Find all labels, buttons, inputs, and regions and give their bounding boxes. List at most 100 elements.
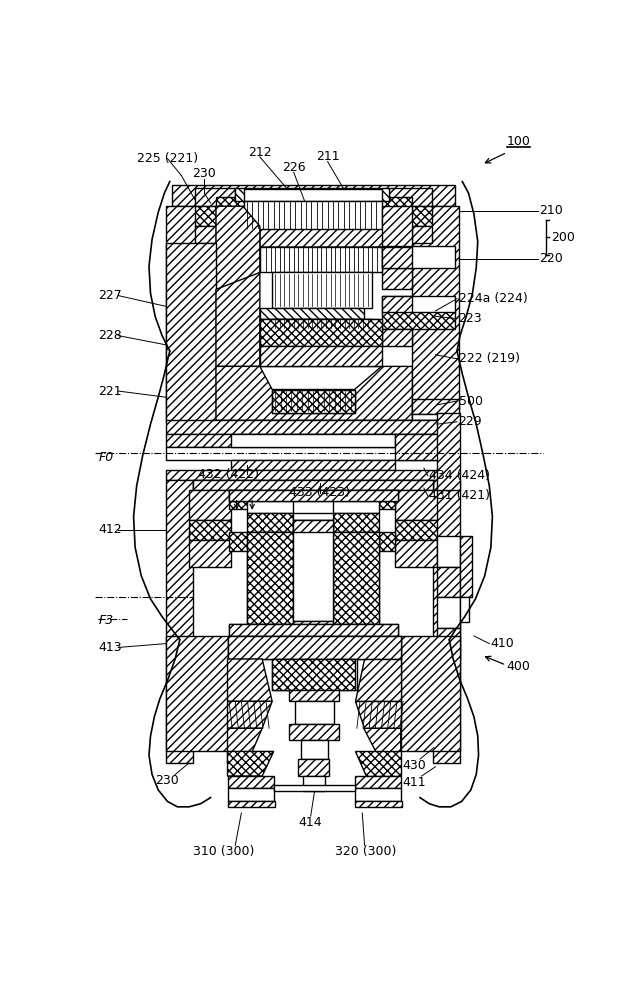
Text: 210: 210 bbox=[540, 204, 563, 217]
Bar bbox=[382, 296, 455, 312]
Bar bbox=[289, 724, 339, 740]
Text: 230: 230 bbox=[192, 167, 217, 180]
Polygon shape bbox=[293, 520, 333, 532]
Bar bbox=[333, 497, 379, 513]
Bar bbox=[298, 759, 329, 776]
Bar bbox=[303, 776, 324, 791]
Polygon shape bbox=[227, 728, 262, 763]
Text: 212: 212 bbox=[248, 146, 271, 159]
Bar bbox=[229, 624, 399, 636]
Polygon shape bbox=[412, 206, 459, 420]
Bar bbox=[355, 801, 403, 807]
Polygon shape bbox=[355, 659, 401, 701]
Text: 229: 229 bbox=[459, 415, 482, 428]
Polygon shape bbox=[235, 188, 389, 201]
Text: 225 (221): 225 (221) bbox=[137, 152, 197, 165]
Bar bbox=[437, 536, 460, 567]
Polygon shape bbox=[172, 185, 455, 206]
Bar bbox=[293, 520, 333, 620]
Text: 223: 223 bbox=[459, 312, 482, 325]
Polygon shape bbox=[216, 197, 412, 247]
Text: 411: 411 bbox=[402, 776, 426, 789]
Polygon shape bbox=[231, 460, 394, 470]
Bar bbox=[437, 413, 460, 490]
Polygon shape bbox=[229, 624, 399, 636]
Polygon shape bbox=[380, 197, 412, 212]
Bar bbox=[272, 389, 355, 413]
Bar bbox=[296, 701, 334, 724]
Bar bbox=[301, 740, 327, 759]
Polygon shape bbox=[193, 480, 433, 490]
Text: 432 (422): 432 (422) bbox=[198, 468, 259, 481]
Text: 320 (300): 320 (300) bbox=[336, 845, 397, 858]
Bar bbox=[245, 201, 382, 229]
Polygon shape bbox=[189, 540, 231, 567]
Polygon shape bbox=[216, 197, 245, 212]
Polygon shape bbox=[355, 701, 401, 728]
Bar bbox=[382, 312, 455, 329]
Text: F3: F3 bbox=[98, 614, 113, 627]
Polygon shape bbox=[389, 188, 432, 206]
Polygon shape bbox=[382, 206, 412, 289]
Polygon shape bbox=[189, 490, 231, 520]
Bar bbox=[333, 532, 379, 624]
Polygon shape bbox=[227, 751, 274, 776]
Polygon shape bbox=[166, 470, 459, 480]
Bar bbox=[260, 319, 379, 366]
Polygon shape bbox=[247, 532, 293, 624]
Text: 413: 413 bbox=[98, 641, 122, 654]
Text: 224a (224): 224a (224) bbox=[459, 292, 527, 305]
Polygon shape bbox=[433, 480, 460, 763]
Text: 414: 414 bbox=[299, 816, 322, 829]
Text: 226: 226 bbox=[282, 161, 306, 174]
Polygon shape bbox=[401, 636, 460, 751]
Polygon shape bbox=[216, 206, 260, 289]
Text: 200: 200 bbox=[551, 231, 575, 244]
Polygon shape bbox=[333, 532, 379, 624]
Bar bbox=[382, 246, 455, 268]
Bar bbox=[293, 513, 333, 520]
Polygon shape bbox=[412, 226, 432, 243]
Bar bbox=[227, 788, 274, 801]
Text: 431 (421): 431 (421) bbox=[429, 489, 490, 502]
Text: 410: 410 bbox=[491, 637, 515, 650]
Text: 310 (300): 310 (300) bbox=[193, 845, 254, 858]
Text: F0: F0 bbox=[98, 451, 113, 464]
Bar bbox=[379, 490, 394, 509]
Bar bbox=[437, 597, 460, 628]
Polygon shape bbox=[166, 434, 459, 447]
Bar bbox=[166, 447, 459, 460]
Polygon shape bbox=[394, 520, 437, 540]
Bar bbox=[260, 308, 364, 319]
Polygon shape bbox=[394, 540, 437, 567]
Polygon shape bbox=[260, 346, 382, 366]
Text: 211: 211 bbox=[316, 150, 340, 163]
Polygon shape bbox=[293, 620, 333, 628]
Polygon shape bbox=[227, 636, 401, 659]
Polygon shape bbox=[382, 247, 412, 268]
Polygon shape bbox=[195, 206, 235, 226]
Text: 433 (423): 433 (423) bbox=[289, 486, 350, 499]
Text: 400: 400 bbox=[506, 660, 530, 673]
Bar bbox=[227, 801, 275, 807]
Bar bbox=[245, 189, 382, 201]
Bar bbox=[229, 532, 248, 551]
Bar bbox=[229, 490, 399, 501]
Bar bbox=[460, 597, 469, 622]
Polygon shape bbox=[166, 480, 193, 763]
Bar bbox=[272, 659, 357, 690]
Polygon shape bbox=[394, 490, 437, 520]
Bar bbox=[412, 399, 459, 414]
Polygon shape bbox=[195, 188, 235, 206]
Bar bbox=[412, 414, 459, 420]
Bar bbox=[272, 319, 372, 329]
Polygon shape bbox=[389, 206, 432, 226]
Polygon shape bbox=[355, 751, 401, 776]
Bar bbox=[247, 497, 293, 513]
Polygon shape bbox=[195, 226, 216, 243]
Bar bbox=[193, 480, 433, 490]
Text: 230: 230 bbox=[155, 774, 180, 787]
Polygon shape bbox=[382, 296, 412, 312]
Bar bbox=[260, 247, 382, 272]
Bar bbox=[272, 272, 372, 308]
